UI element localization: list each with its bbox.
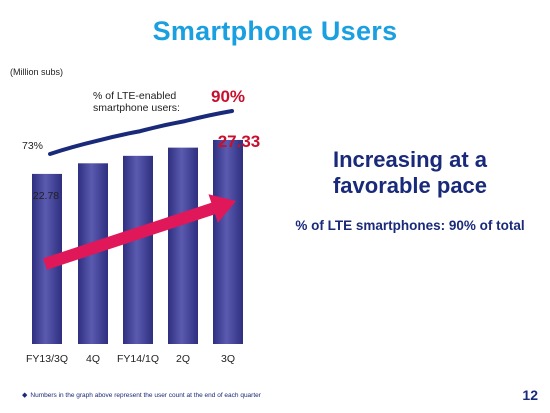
bar-4: [168, 147, 198, 344]
headline: Increasing at a favorable pace: [332, 147, 488, 198]
page-number: 12: [522, 387, 538, 403]
diamond-icon: ◆: [22, 392, 28, 399]
slide-title: Smartphone Users: [152, 16, 398, 46]
bar-value-label-last: 27.33: [217, 132, 261, 151]
lte-caption-text: % of LTE-enabled smartphone users:: [93, 90, 180, 114]
unit-label: (Million subs): [10, 67, 64, 77]
x-tick-label: FY13/3Q: [26, 353, 68, 365]
footnote: ◆ Numbers in the graph above represent th…: [22, 391, 261, 399]
footnote-text: Numbers in the graph above represent the…: [30, 392, 261, 399]
x-tick-label: 3Q: [221, 353, 235, 365]
x-tick-label: 2Q: [176, 353, 190, 365]
x-tick-label: 4Q: [86, 353, 100, 365]
bar-5: [213, 139, 243, 344]
sub-headline: % of LTE smartphones: 90% of total: [295, 218, 525, 233]
lte-caption: % of LTE-enabled smartphone users:: [93, 90, 193, 114]
lte-share-line: [48, 109, 234, 156]
x-tick-label: FY14/1Q: [117, 353, 159, 365]
lte-end-label: 90%: [211, 87, 246, 106]
trend-arrow: [43, 194, 236, 270]
bar-value-label-first: 22.78: [32, 190, 60, 202]
lte-start-label: 73%: [22, 140, 44, 152]
bar-3: [123, 155, 153, 344]
